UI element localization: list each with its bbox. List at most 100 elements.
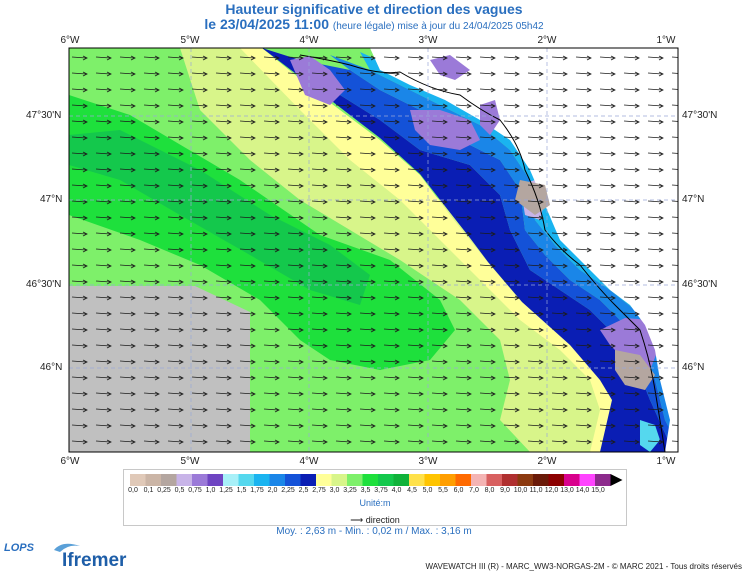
statistics: Moy. : 2,63 m - Min. : 0,02 m / Max. : 3… [276,526,472,537]
legend-swatch [223,474,239,486]
lon-label-bottom-4w: 4°W [299,456,319,467]
arrow-right-icon: ⟶ [350,515,364,525]
legend-swatch [393,474,409,486]
lon-label-top-4w: 4°W [299,35,319,46]
legend-tick-label: 1,5 [236,487,247,494]
lon-label-top-2w: 2°W [537,35,557,46]
legend-tick-label: 7,0 [469,487,479,494]
legend-swatch [533,474,549,486]
legend-tick-label: 0,1 [143,487,154,494]
legend-tick-label: 3,25 [343,487,357,494]
lat-label-left-46: 46°N [40,362,63,373]
legend-tick-label: 5,0 [422,487,433,494]
map-title: Hauteur significative et direction des v… [225,1,523,17]
legend-swatch [409,474,425,486]
legend-swatch [176,474,192,486]
lon-label-top-5w: 5°W [180,35,200,46]
legend-swatch [130,474,146,486]
lon-label-bottom-6w: 6°W [60,456,80,467]
color-scale-bar [130,474,623,486]
legend-tick-label: 0,25 [157,487,171,494]
legend-swatch [269,474,285,486]
legend-tick-label: 2,0 [267,487,278,494]
legend-swatch [300,474,316,486]
lat-label-right-4730: 47°30'N [682,110,718,121]
legend-swatch [254,474,270,486]
legend-swatch [424,474,440,486]
lon-label-bottom-2w: 2°W [537,456,557,467]
credits: WAVEWATCH III (R) - MARC_WW3-NORGAS-2M -… [425,562,742,571]
lat-label-right-4630: 46°30'N [682,279,718,290]
legend-tick-label: 2,5 [298,487,309,494]
lon-label-bottom-3w: 3°W [418,456,438,467]
legend-tick-label: 1,25 [219,487,233,494]
legend-tick-label: 0,5 [174,487,185,494]
legend-swatch [316,474,332,486]
legend-swatch [471,474,487,486]
legend-tick-label: 12,0 [544,487,559,494]
legend-tick-label: 4,0 [391,487,402,494]
legend-tick-label: 0,75 [188,487,202,494]
legend-swatch [238,474,254,486]
lon-label-bottom-1w: 1°W [656,456,676,467]
lat-label-left-4730: 47°30'N [26,110,62,121]
legend-swatch [285,474,301,486]
direction-label: direction [365,515,400,525]
legend-swatch [378,474,394,486]
legend-tick-label: 6,0 [453,487,464,494]
lat-label-left-4630: 46°30'N [26,279,62,290]
ifremer-logo: Ifremer [62,550,127,571]
legend-overflow-arrow [610,474,623,486]
legend-tick-label: 10,0 [513,487,528,494]
legend-swatch [161,474,177,486]
direction-legend: ⟶ direction [124,515,626,526]
legend-swatch [347,474,363,486]
lat-label-left-47: 47°N [40,194,63,205]
legend-swatch [517,474,533,486]
ifremer-wave-icon [52,540,82,559]
legend-tick-label: 1,75 [250,487,264,494]
legend-swatch [486,474,502,486]
lat-label-right-46: 46°N [682,362,705,373]
color-legend: 0,0 0,1 0,25 0,5 0,75 1,0 1,25 1,5 1,75 2,0 2,25 2,… [123,469,627,526]
legend-tick-label: 8,0 [484,487,495,494]
legend-tick-label: 14,0 [575,487,590,494]
legend-tick-label: 15,0 [591,487,605,494]
lon-label-bottom-5w: 5°W [180,456,200,467]
legend-swatch [145,474,161,486]
lon-label-top-3w: 3°W [418,35,438,46]
legend-swatch [595,474,611,486]
graticule [69,48,678,452]
legend-swatch [502,474,518,486]
legend-swatch [548,474,564,486]
legend-tick-label: 0,0 [128,487,138,494]
lon-label-top-1w: 1°W [656,35,676,46]
map-frame [68,47,679,453]
legend-swatch [207,474,223,486]
legend-tick-label: 3,75 [374,487,388,494]
legend-tick-label: 2,25 [281,487,295,494]
update-info: (heure légale) mise à jour du 24/04/2025… [332,21,544,32]
lon-label-top-6w: 6°W [60,35,80,46]
legend-swatch [362,474,378,486]
map-subtitle: le 23/04/2025 11:00 (heure légale) mise … [0,16,748,32]
legend-tick-label: 3,5 [360,487,371,494]
legend-tick-label: 1,0 [205,487,216,494]
forecast-datetime: le 23/04/2025 11:00 [204,16,329,32]
legend-swatch [331,474,347,486]
legend-swatch [564,474,580,486]
legend-tick-label: 4,5 [407,487,417,494]
legend-tick-label: 9,0 [500,487,510,494]
wave-map [68,47,679,453]
legend-swatch [440,474,456,486]
legend-unit: Unité:m [359,498,391,508]
wave-height-field [69,48,678,452]
legend-swatch [579,474,595,486]
legend-tick-label: 13,0 [560,487,574,494]
lops-logo: LOPS [4,542,34,554]
legend-tick-label: 11,0 [529,487,543,494]
legend-swatch [455,474,471,486]
legend-swatch [192,474,208,486]
legend-tick-label: 5,5 [438,487,448,494]
legend-tick-label: 3,0 [329,487,340,494]
